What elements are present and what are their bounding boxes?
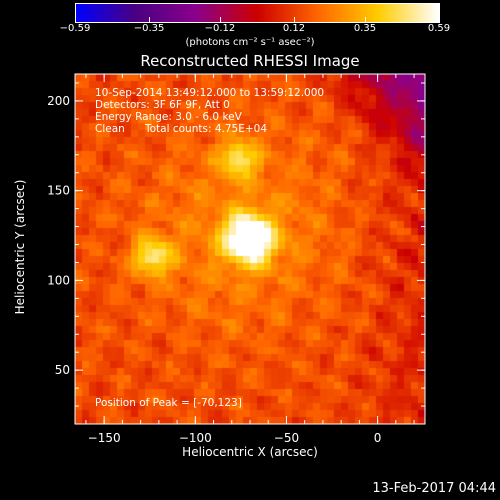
x-tick-label: 0 [374,431,382,445]
colorbar-tick-label: −0.59 [59,23,91,34]
chart-title: Reconstructed RHESSI Image [140,52,360,70]
annotation-energy: Energy Range: 3.0 - 6.0 keV [95,111,242,123]
annotation-method: Clean [95,123,125,135]
colorbar-ticks: −0.59 −0.35 −0.12 0.12 0.35 0.59 [0,0,500,40]
colorbar-frame [75,3,440,23]
y-tick-label: 50 [55,363,70,377]
y-axis-label: Heliocentric Y (arcsec) [13,179,27,315]
x-tick-label: −50 [274,431,299,445]
colorbar-tick [364,17,366,22]
colorbar-tick-label: −0.12 [204,23,236,34]
colorbar [75,3,439,22]
colorbar-tick-label: 0.12 [282,23,306,34]
colorbar-tick-label: −0.35 [133,23,165,34]
annotation-counts: Total counts: 4.75E+04 [145,123,268,135]
x-tick-label: −100 [179,431,212,445]
x-tick-label: −150 [88,431,121,445]
colorbar-tick-label: 0.59 [427,23,451,34]
annotation-time: 10-Sep-2014 13:49:12.000 to 13:59:12.000 [95,87,325,99]
colorbar-unit-label: (photons cm⁻² s⁻¹ asec⁻²) [185,37,315,48]
annotation-peak-position: Position of Peak = [-70,123] [95,397,242,409]
heatmap-image [75,74,425,424]
y-tick-label: 100 [47,273,70,287]
y-tick-label: 150 [47,184,70,198]
colorbar-tick [75,17,76,22]
colorbar-tick [149,17,151,22]
colorbar-tick-label: 0.35 [353,23,377,34]
x-axis-label: Heliocentric X (arcsec) [182,445,318,459]
colorbar-tick [294,17,296,22]
colorbar-tick [439,17,440,22]
colorbar-tick [219,17,221,22]
y-tick-label: 200 [47,94,70,108]
footer-timestamp: 13-Feb-2017 04:44 [372,481,496,496]
annotation-detectors: Detectors: 3F 6F 9F, Att 0 [95,99,230,111]
